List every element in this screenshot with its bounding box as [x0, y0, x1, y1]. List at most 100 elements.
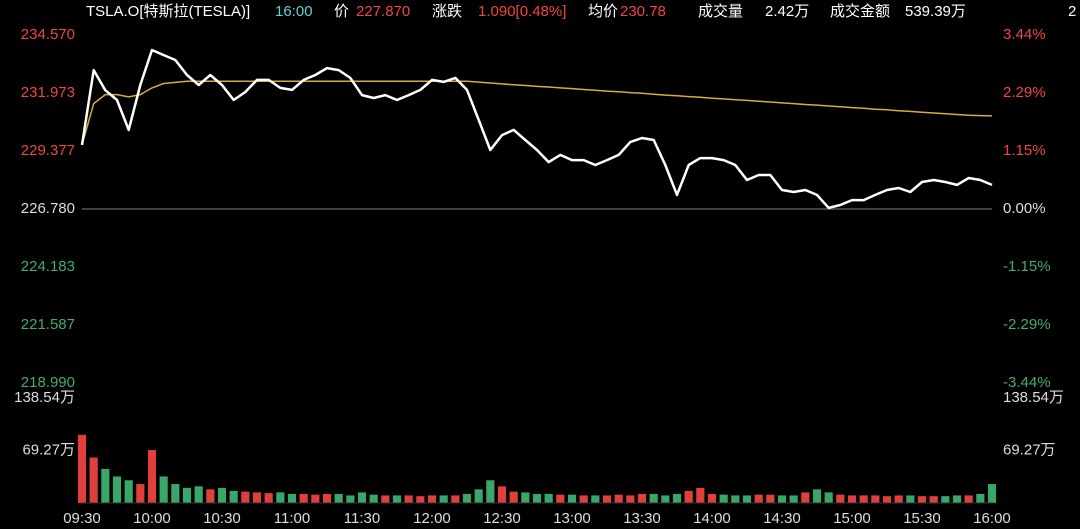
volume-bar [731, 495, 740, 503]
y2-tick-label: 0.00% [1003, 200, 1046, 217]
volume-bar [742, 495, 752, 503]
y2-tick-label: -1.15% [1003, 258, 1051, 275]
header-item: 16:00 [275, 3, 313, 20]
volume-bar [392, 495, 402, 503]
volume-bar [147, 449, 157, 503]
volume-bar [556, 494, 565, 503]
volume-bar [602, 495, 612, 503]
volume-tick-label-right: 69.27万 [1003, 441, 1056, 458]
volume-bar [264, 493, 273, 503]
header-item: 价 [334, 3, 349, 20]
x-tick-label: 15:00 [833, 510, 871, 527]
volume-bar [707, 493, 717, 503]
header-item: 2.42万 [765, 3, 809, 20]
volume-bar [346, 495, 355, 503]
volume-bar [217, 487, 227, 503]
volume-bar [614, 494, 623, 503]
header-item: TSLA.O[特斯拉(TESLA)] [86, 3, 250, 20]
x-tick-label: 11:30 [344, 510, 380, 527]
header-item: 均价 [588, 3, 618, 20]
header-item: 1.090[0.48%] [478, 3, 566, 20]
header-item: 成交量 [698, 2, 743, 20]
volume-bar [917, 496, 927, 503]
volume-bar [311, 494, 320, 503]
volume-bar [544, 493, 553, 503]
volume-bar [532, 493, 542, 503]
volume-bar [672, 493, 682, 503]
volume-bar [987, 484, 997, 503]
volume-bar [171, 484, 180, 503]
volume-bar [252, 492, 262, 503]
volume-bar [754, 494, 763, 503]
volume-bar [696, 487, 705, 503]
volume-bar [416, 496, 425, 503]
volume-bar [976, 493, 985, 503]
volume-bar [112, 476, 122, 503]
price-line [80, 48, 993, 210]
volume-bar [136, 484, 145, 503]
volume-bar [777, 495, 787, 503]
volume-bar [626, 495, 635, 503]
volume-bar [334, 493, 343, 503]
volume-bar [486, 480, 495, 503]
x-tick-label: 12:30 [483, 510, 521, 527]
volume-bar [766, 494, 775, 503]
x-tick-label: 13:00 [553, 510, 591, 527]
y2-tick-label: 3.44% [1003, 26, 1046, 43]
x-tick-label: 10:30 [203, 510, 241, 527]
volume-bar [276, 492, 285, 503]
volume-bar [439, 495, 448, 503]
y-tick-label: 234.570 [21, 26, 75, 43]
volume-bar [474, 489, 483, 503]
header-item: 成交金额 [830, 2, 890, 20]
volume-bar [567, 494, 577, 503]
volume-bar [637, 493, 647, 503]
volume-bar [89, 457, 98, 503]
volume-bar [929, 496, 938, 503]
volume-bar [836, 494, 845, 503]
volume-bar [404, 495, 413, 503]
volume-bar [894, 495, 903, 503]
volume-bar [871, 495, 880, 503]
volume-tick-label-right: 138.54万 [1003, 389, 1064, 406]
y-tick-label: 221.587 [21, 316, 75, 333]
volume-bar [369, 494, 378, 503]
volume-bar [579, 495, 588, 503]
volume-bar [462, 493, 472, 503]
volume-bar [789, 495, 798, 503]
volume-bar [824, 492, 833, 503]
volume-tick-label: 138.54万 [14, 389, 75, 406]
y-tick-label: 231.973 [21, 84, 75, 101]
volume-bar [812, 489, 822, 503]
x-tick-label: 10:00 [133, 510, 171, 527]
x-tick-label: 09:30 [63, 510, 101, 527]
volume-bar [964, 495, 973, 503]
volume-bar [77, 434, 87, 503]
volume-bar [591, 495, 600, 503]
volume-bar [124, 480, 133, 503]
volume-bar [357, 492, 367, 503]
y2-tick-label: -3.44% [1003, 374, 1051, 391]
volume-bar [427, 495, 437, 503]
y2-tick-label: 1.15% [1003, 142, 1046, 159]
header-item: 227.870 [356, 3, 410, 20]
volume-bar [101, 468, 110, 503]
y-tick-label: 224.183 [21, 258, 75, 275]
volume-bar [287, 493, 297, 503]
volume-bar [859, 495, 868, 503]
volume-bar [509, 491, 518, 503]
volume-bar [194, 486, 203, 503]
y-tick-label: 229.377 [21, 142, 75, 159]
volume-bar [952, 495, 962, 503]
volume-bar [847, 495, 857, 503]
volume-tick-label: 69.27万 [22, 441, 75, 458]
x-tick-label: 14:00 [693, 510, 731, 527]
volume-bar [322, 493, 332, 503]
volume-bar [206, 489, 215, 503]
y-tick-label: 218.990 [21, 374, 75, 391]
volume-bar [182, 487, 192, 503]
volume-bar [299, 493, 308, 503]
volume-bar [649, 493, 658, 503]
